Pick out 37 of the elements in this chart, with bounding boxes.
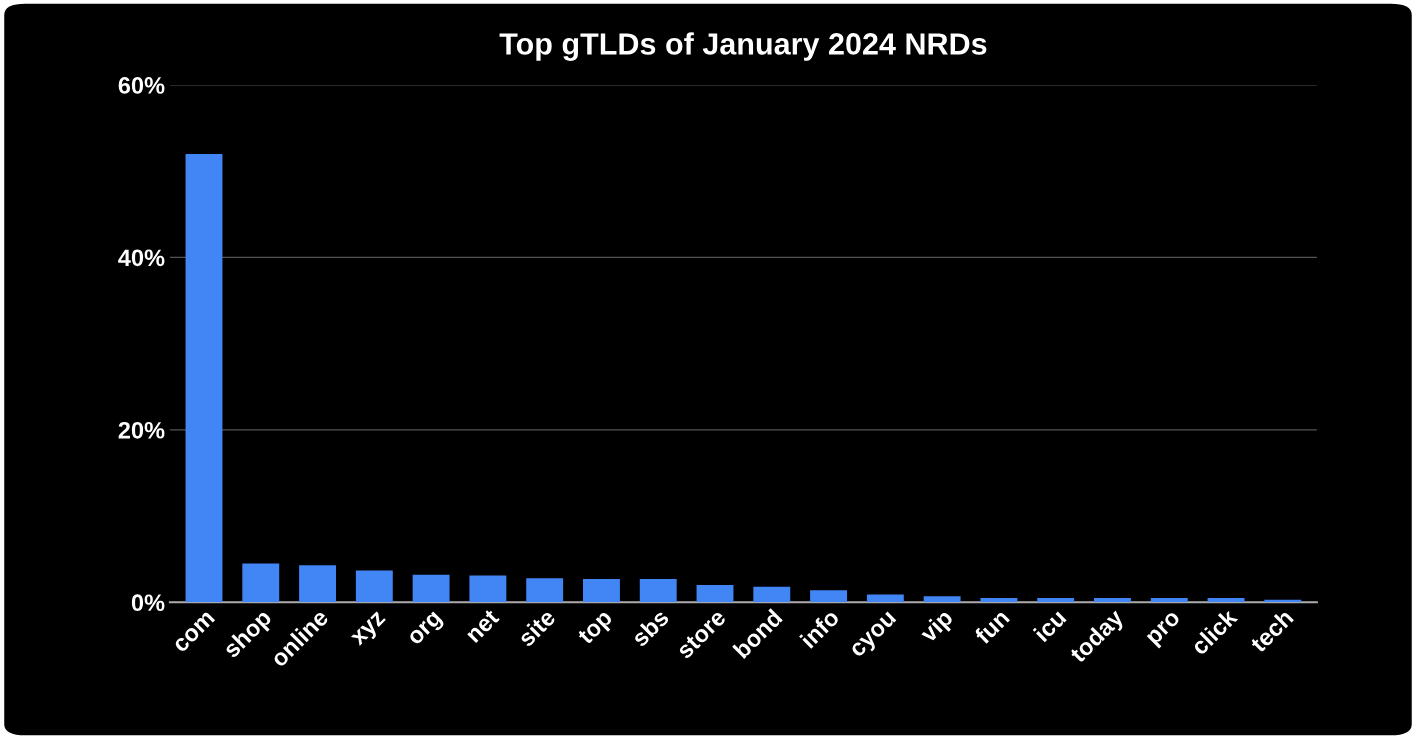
bar [753,586,791,603]
bar [355,570,393,603]
x-tick-label: net [465,608,500,644]
x-tick-label: sbs [630,607,670,648]
bar [242,563,280,603]
x-tick-label: icu [1032,608,1067,643]
bar [469,575,507,603]
y-tick-label: 20% [118,421,165,439]
bar [1150,597,1188,603]
x-tick-label: com [173,611,216,654]
bar [696,585,734,603]
x-tick-label: top [576,609,617,649]
bar [1094,597,1131,603]
bar [923,596,961,603]
bar [1207,597,1245,603]
x-tick-label: site [516,607,557,648]
x-tick-label: tech [1248,608,1295,654]
bar [866,594,904,603]
x-tick-label: xyz [350,611,390,650]
y-tick-label: 60% [118,77,165,94]
bar [810,590,848,603]
bar [583,579,620,603]
bar [639,579,677,603]
y-tick-label: 0% [131,594,165,612]
x-tick-label: org [407,611,446,649]
chart-title: Top gTLDs of January 2024 NRDs [499,32,987,61]
x-tick-label: vip [918,607,958,647]
bar [1037,597,1075,603]
bar [526,578,564,603]
bar [980,597,1018,603]
bar [299,565,336,603]
x-tick-label: pro [1146,610,1185,649]
bar [412,574,450,603]
x-tick-label: info [799,607,841,649]
x-tick-label: fun [973,608,1011,646]
bar [185,153,223,603]
y-tick-label: 40% [118,249,165,267]
